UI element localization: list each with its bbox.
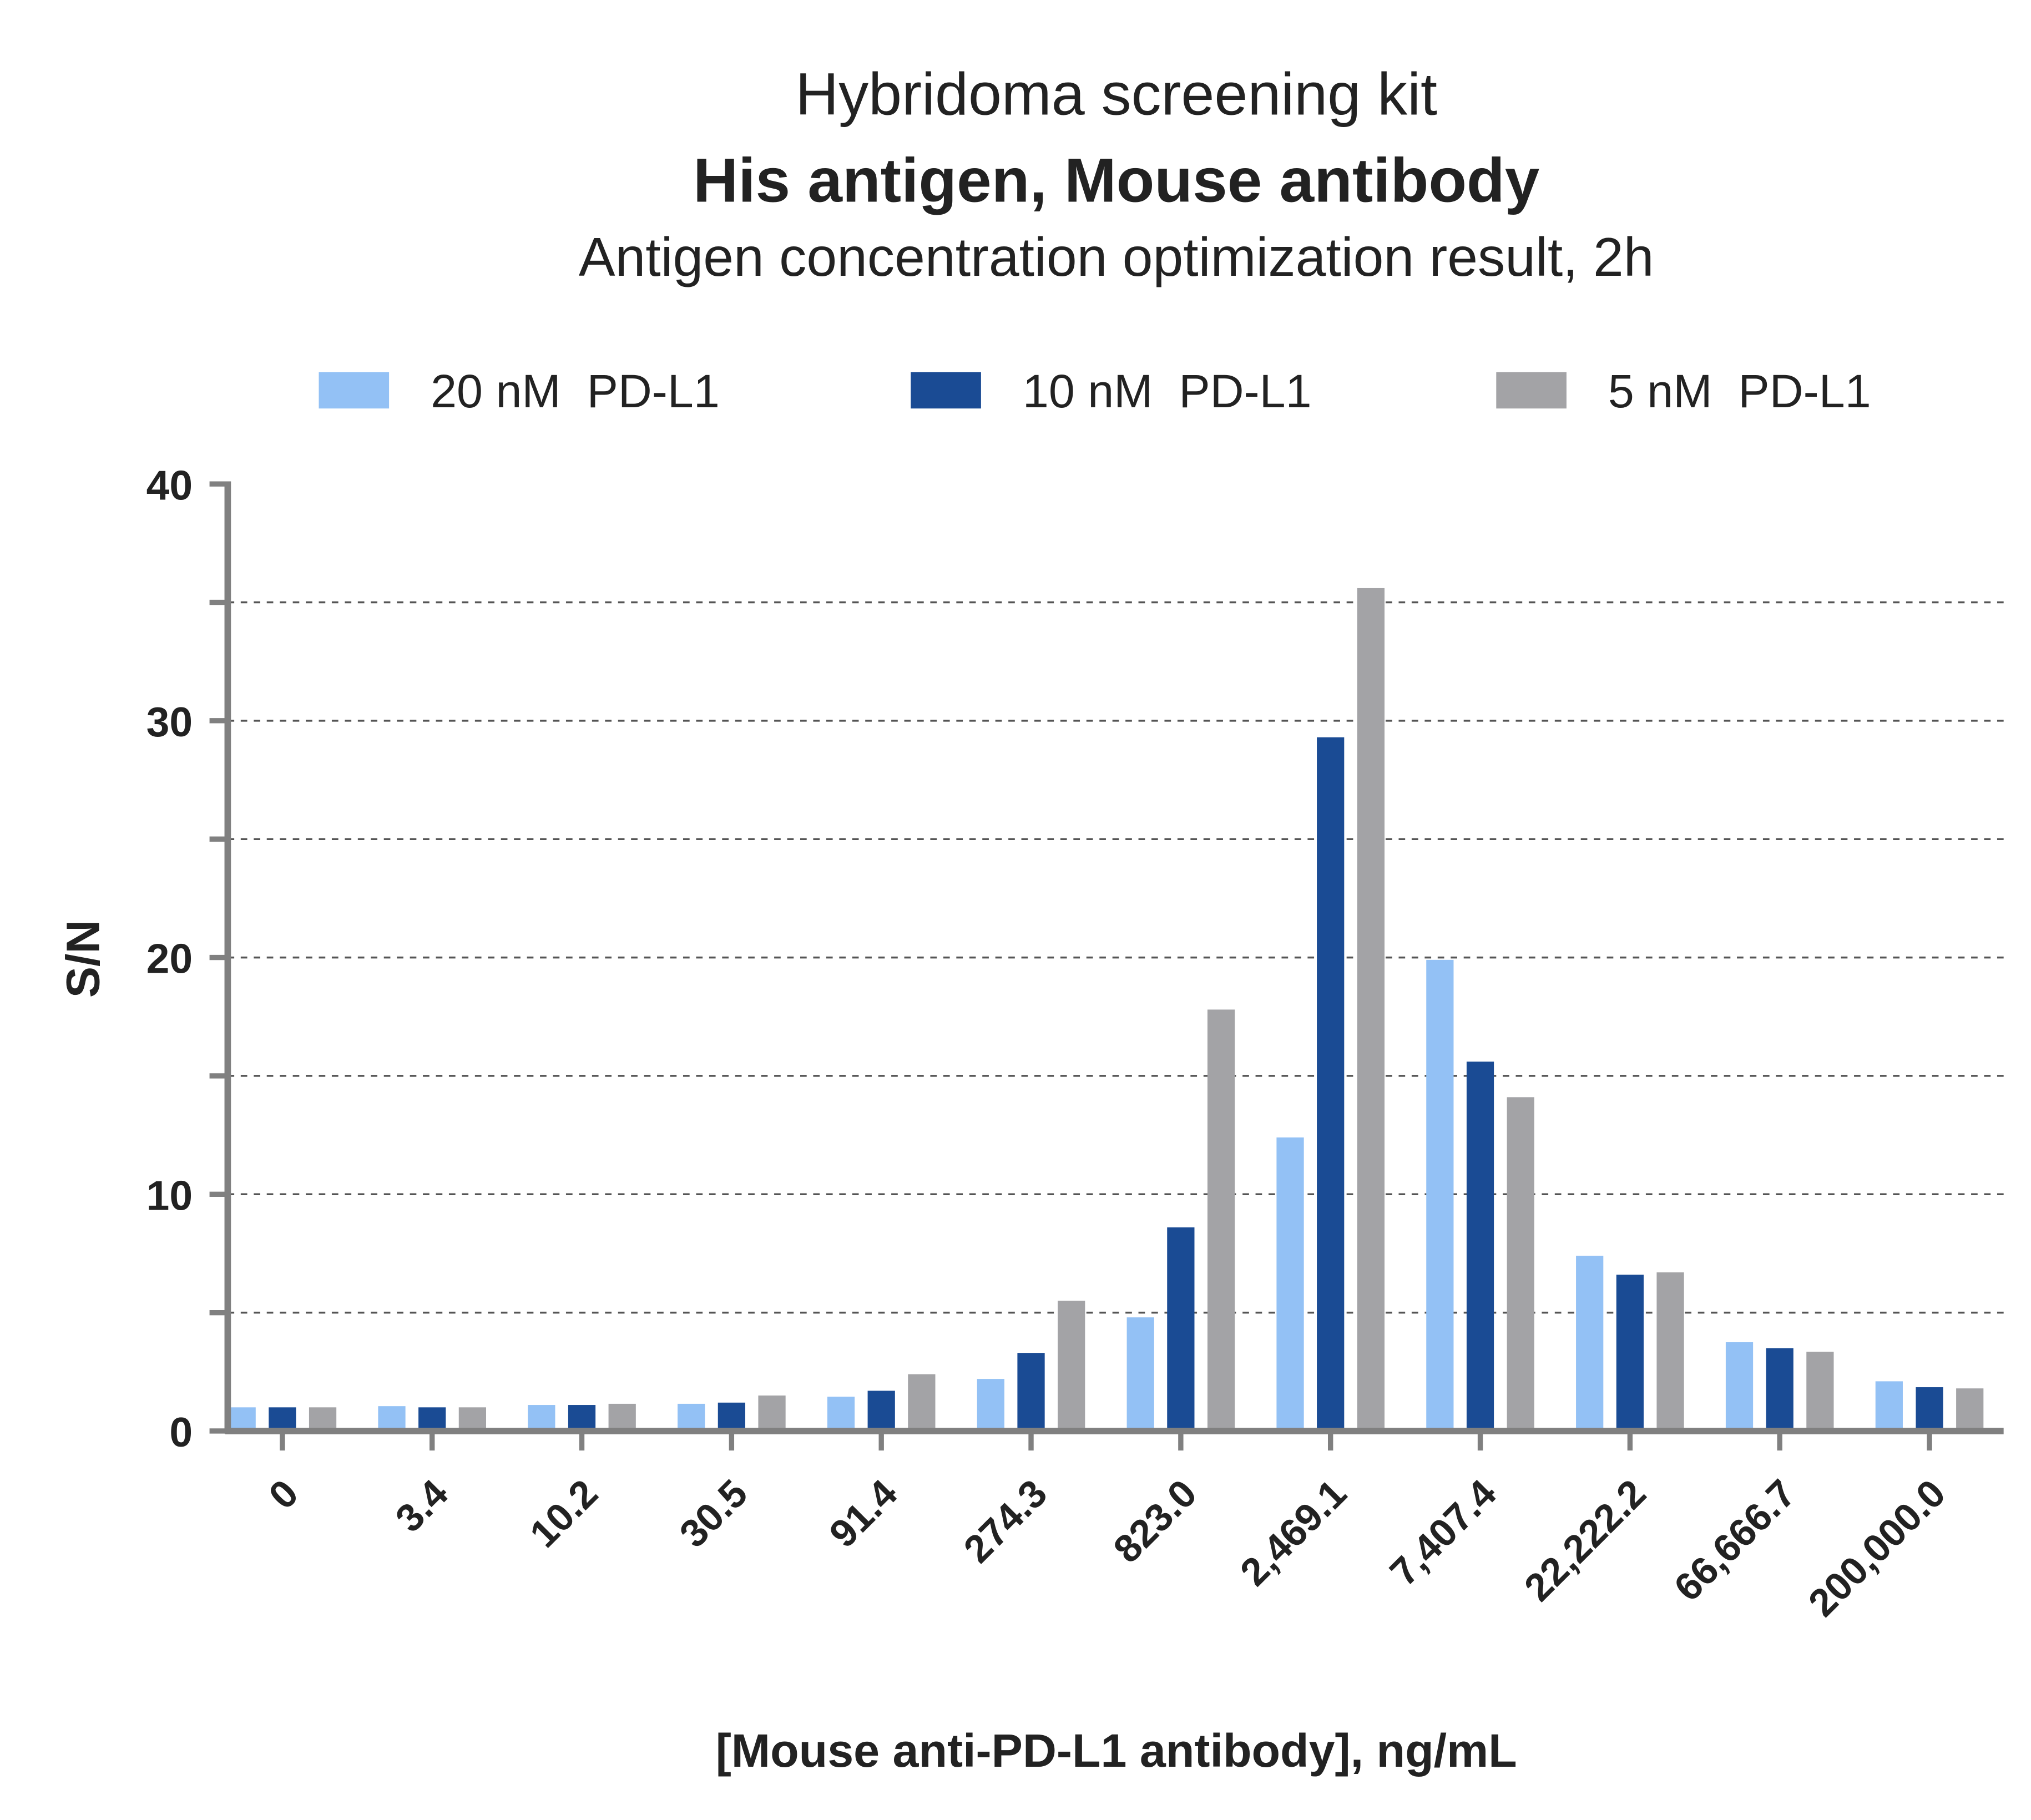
bar: [269, 1407, 296, 1431]
y-tick-label: 10: [146, 1172, 193, 1219]
bar: [1317, 737, 1345, 1431]
bar: [1656, 1272, 1684, 1431]
y-tick-label: 0: [169, 1409, 193, 1455]
bar: [1466, 1061, 1494, 1431]
y-axis-label: S/N: [57, 920, 109, 998]
legend-swatch: [319, 372, 390, 409]
bar: [528, 1405, 555, 1431]
x-tick-label: 274.3: [955, 1471, 1055, 1571]
bar: [1207, 1009, 1235, 1431]
bar: [827, 1397, 855, 1431]
x-tick-label: 66,666.7: [1665, 1471, 1803, 1609]
x-axis-label: [Mouse anti-PD-L1 antibody], ng/mL: [716, 1725, 1517, 1777]
bar: [1806, 1352, 1834, 1431]
bar: [758, 1395, 786, 1431]
x-tick-label: 30.5: [671, 1471, 756, 1556]
legend-swatch: [1496, 372, 1567, 409]
legend-swatch: [911, 372, 981, 409]
bar: [1576, 1256, 1604, 1431]
bar: [908, 1374, 936, 1431]
bar: [1126, 1317, 1154, 1431]
bar: [1058, 1301, 1085, 1431]
bar: [1426, 959, 1454, 1431]
y-tick-label: 40: [146, 462, 193, 508]
x-tick-label: 91.4: [821, 1471, 906, 1556]
legend-label: 10 nM PD-L1: [1023, 365, 1312, 417]
bar: [458, 1407, 486, 1431]
bar: [1766, 1348, 1793, 1431]
x-tick-label: 0: [260, 1471, 307, 1518]
bar: [378, 1406, 406, 1431]
bar: [1357, 588, 1385, 1431]
x-tick-label: 7,407.4: [1381, 1471, 1504, 1594]
x-tick-label: 200,000.0: [1800, 1471, 1953, 1625]
bar: [1725, 1342, 1754, 1431]
x-tick-label: 2,469.1: [1231, 1471, 1355, 1594]
y-tick-label: 20: [146, 936, 193, 982]
bar: [309, 1407, 337, 1431]
legend-label: 5 nM PD-L1: [1608, 365, 1871, 417]
bar: [718, 1402, 745, 1431]
bar: [867, 1391, 895, 1431]
bar: [608, 1403, 636, 1431]
chart-title: Hybridoma screening kit: [795, 60, 1437, 127]
bar: [1017, 1353, 1045, 1431]
bar: [678, 1403, 705, 1431]
bar: [1167, 1227, 1195, 1431]
bar: [418, 1407, 446, 1431]
x-tick-label: 22,222.2: [1515, 1471, 1654, 1609]
bar: [1507, 1097, 1534, 1431]
bar: [568, 1405, 596, 1431]
bar: [1875, 1381, 1903, 1431]
bar: [1616, 1275, 1644, 1431]
bar: [1276, 1137, 1304, 1431]
bar: [1956, 1388, 1984, 1431]
legend-label: 20 nM PD-L1: [431, 365, 720, 417]
chart-subtitle: Antigen concentration optimization resul…: [579, 226, 1654, 287]
bar: [977, 1379, 1004, 1431]
bar: [228, 1407, 256, 1431]
y-tick-label: 30: [146, 699, 193, 745]
chart-subtitle-bold: His antigen, Mouse antibody: [693, 145, 1539, 215]
x-tick-label: 823.0: [1105, 1471, 1205, 1571]
bar: [1916, 1387, 1943, 1431]
x-tick-label: 10.2: [521, 1471, 606, 1556]
x-tick-label: 3.4: [387, 1471, 456, 1540]
